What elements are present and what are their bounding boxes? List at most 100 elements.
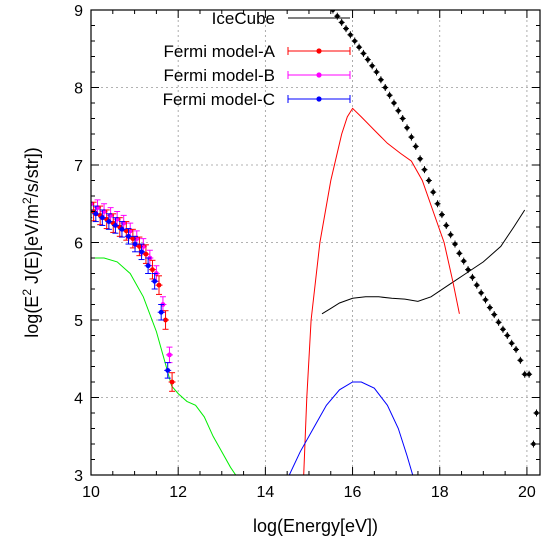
data-point [106, 219, 112, 224]
curve-fermi-model-a [303, 107, 460, 475]
data-point [343, 26, 349, 31]
y-tick-label: 4 [74, 391, 83, 408]
data-point [369, 63, 375, 68]
y-axis-label-superscript: 2 [20, 197, 34, 204]
data-point [396, 108, 401, 113]
x-tick-label: 12 [169, 484, 187, 501]
data-point [478, 290, 484, 296]
x-tick-label: 10 [82, 484, 100, 501]
y-axis-label: log(E2 J(E)[eV/m2/s/str]) [20, 147, 42, 337]
data-point [509, 341, 514, 346]
data-point [136, 243, 142, 249]
data-point [461, 258, 466, 264]
data-point [169, 379, 175, 385]
data-point [465, 267, 471, 272]
y-tick-label: 9 [74, 3, 83, 20]
legend-label: Fermi model-B [164, 66, 275, 85]
data-point [417, 156, 423, 161]
data-point [474, 282, 479, 288]
data-point [513, 347, 519, 352]
legend-item-fermi-model-b: Fermi model-B [164, 66, 351, 85]
x-tick-label: 20 [518, 484, 536, 501]
y-axis-label-part: /s/str]) [22, 147, 42, 197]
legend-marker [316, 48, 322, 54]
x-tick-label: 14 [256, 484, 274, 501]
legend-label: IceCube [212, 9, 275, 28]
data-point [526, 372, 532, 377]
data-point [492, 312, 497, 317]
data-point [518, 358, 523, 363]
data-point [339, 20, 344, 25]
data-point [404, 125, 410, 130]
data-point [356, 45, 362, 50]
data-point [487, 305, 493, 310]
data-point [145, 263, 151, 269]
legend-label: Fermi model-C [163, 90, 275, 109]
data-point [387, 93, 392, 98]
legend-sample [287, 95, 351, 103]
data-point [413, 144, 418, 149]
x-tick-label: 18 [431, 484, 449, 501]
data-point [352, 38, 357, 44]
data-point [470, 275, 475, 280]
data-point [365, 57, 371, 62]
data-point [426, 178, 432, 183]
data-point [130, 236, 136, 242]
y-tick-label: 6 [74, 236, 83, 253]
y-axis-label-part: log(E [22, 296, 42, 338]
y-tick-label: 8 [74, 81, 83, 98]
curve-icecube [321, 209, 526, 315]
data-point [335, 14, 340, 19]
tick-labels: 10 12 14 16 18 20 3 4 5 6 7 8 9 [74, 3, 536, 501]
data-point [167, 352, 172, 358]
legend-sample [287, 47, 351, 55]
legend-item-fermi-model-a: Fermi model-A [164, 42, 351, 61]
x-axis-label: log(Energy[eV]) [253, 516, 378, 536]
data-point [452, 241, 458, 247]
legend-marker [316, 72, 322, 78]
series-layer [91, 10, 540, 475]
legend: IceCube Fermi model-A Fermi model-B Ferm… [163, 9, 351, 109]
data-point [152, 278, 158, 284]
legend-sample [287, 71, 351, 79]
data-point [391, 100, 397, 106]
y-axis-label-part: J(E)[eV/m [22, 204, 42, 289]
data-point [505, 333, 510, 338]
data-point [361, 51, 366, 56]
data-point [457, 251, 462, 256]
curve-fermi-model-b [91, 257, 237, 475]
data-point [158, 309, 164, 315]
data-point [165, 367, 171, 373]
y-tick-label: 7 [74, 158, 83, 175]
data-point [163, 317, 168, 323]
data-point [150, 267, 155, 273]
ticks [90, 9, 540, 476]
y-tick-label: 3 [74, 468, 83, 485]
data-point [113, 223, 118, 228]
data-point [383, 85, 388, 90]
data-point [435, 201, 440, 206]
data-point [500, 327, 506, 332]
data-point [126, 233, 131, 239]
x-tick-label: 16 [344, 484, 362, 501]
data-point [378, 77, 384, 82]
data-point [119, 226, 125, 232]
y-tick-label: 5 [74, 313, 83, 330]
data-point [448, 232, 453, 237]
data-point [531, 441, 536, 447]
legend-marker [316, 96, 322, 102]
legend-item-fermi-model-c: Fermi model-C [163, 90, 351, 109]
legend-label: Fermi model-A [164, 42, 276, 61]
data-point [483, 297, 488, 303]
data-point [430, 189, 436, 195]
data-point [522, 372, 527, 377]
data-point [99, 215, 105, 221]
data-point [93, 211, 99, 217]
data-point [139, 249, 144, 255]
data-point [496, 320, 501, 325]
data-point [422, 167, 427, 172]
curve-fermi-model-c [288, 381, 414, 475]
data-point [444, 223, 449, 228]
